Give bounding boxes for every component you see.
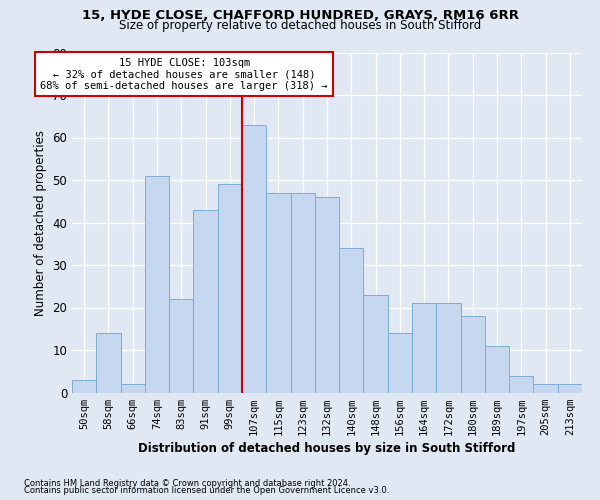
Bar (364, 294, 388, 392)
Text: Size of property relative to detached houses in South Stifford: Size of property relative to detached ho… (119, 19, 481, 32)
Text: 15, HYDE CLOSE, CHAFFORD HUNDRED, GRAYS, RM16 6RR: 15, HYDE CLOSE, CHAFFORD HUNDRED, GRAYS,… (82, 9, 518, 22)
Bar (266, 192, 290, 392)
X-axis label: Distribution of detached houses by size in South Stifford: Distribution of detached houses by size … (139, 442, 515, 455)
Bar (315, 197, 339, 392)
Text: 15 HYDE CLOSE: 103sqm
← 32% of detached houses are smaller (148)
68% of semi-det: 15 HYDE CLOSE: 103sqm ← 32% of detached … (40, 58, 328, 91)
Bar (436, 303, 461, 392)
Bar (558, 384, 582, 392)
Bar (388, 333, 412, 392)
Bar (96, 333, 121, 392)
Text: Contains public sector information licensed under the Open Government Licence v3: Contains public sector information licen… (24, 486, 389, 495)
Bar (533, 384, 558, 392)
Bar (412, 303, 436, 392)
Bar (169, 299, 193, 392)
Bar (72, 380, 96, 392)
Text: Contains HM Land Registry data © Crown copyright and database right 2024.: Contains HM Land Registry data © Crown c… (24, 479, 350, 488)
Bar (145, 176, 169, 392)
Bar (290, 192, 315, 392)
Bar (242, 124, 266, 392)
Bar (121, 384, 145, 392)
Bar (218, 184, 242, 392)
Bar (339, 248, 364, 392)
Bar (485, 346, 509, 393)
Bar (509, 376, 533, 392)
Y-axis label: Number of detached properties: Number of detached properties (34, 130, 47, 316)
Bar (461, 316, 485, 392)
Bar (193, 210, 218, 392)
